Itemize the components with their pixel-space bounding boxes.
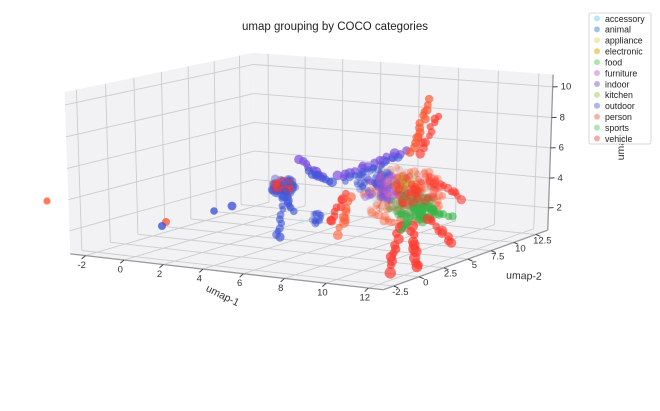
- svg-text:6: 6: [237, 278, 242, 289]
- svg-text:-2.5: -2.5: [392, 287, 408, 298]
- svg-text:7.5: 7.5: [491, 252, 504, 263]
- svg-text:10: 10: [515, 243, 526, 254]
- svg-text:10: 10: [561, 82, 572, 93]
- svg-text:outdoor: outdoor: [605, 101, 635, 111]
- svg-text:0: 0: [118, 264, 123, 275]
- svg-text:2.5: 2.5: [444, 269, 457, 280]
- svg-text:12.5: 12.5: [533, 235, 552, 246]
- svg-text:6: 6: [559, 143, 564, 154]
- svg-text:10: 10: [317, 288, 328, 299]
- svg-text:4: 4: [558, 173, 563, 184]
- svg-text:kitchen: kitchen: [605, 90, 633, 100]
- svg-text:person: person: [605, 112, 632, 122]
- svg-text:12: 12: [359, 293, 370, 304]
- svg-text:furniture: furniture: [605, 68, 637, 78]
- svg-text:accessory: accessory: [605, 14, 645, 24]
- svg-text:2: 2: [557, 203, 562, 214]
- svg-text:vehicle: vehicle: [605, 134, 632, 144]
- svg-text:-2: -2: [77, 260, 85, 271]
- svg-text:appliance: appliance: [605, 36, 643, 46]
- svg-text:electronic: electronic: [605, 47, 643, 57]
- svg-text:8: 8: [278, 283, 283, 294]
- svg-text:umap grouping by COCO categori: umap grouping by COCO categories: [242, 21, 428, 33]
- svg-text:food: food: [605, 57, 622, 67]
- svg-text:2: 2: [157, 269, 162, 280]
- svg-text:umap-2: umap-2: [506, 269, 542, 282]
- svg-text:indoor: indoor: [605, 79, 630, 89]
- svg-text:0: 0: [423, 278, 428, 289]
- svg-text:8: 8: [560, 112, 565, 123]
- svg-text:sports: sports: [605, 123, 630, 133]
- svg-text:4: 4: [197, 273, 202, 284]
- svg-text:animal: animal: [605, 25, 631, 35]
- svg-text:5: 5: [472, 260, 477, 271]
